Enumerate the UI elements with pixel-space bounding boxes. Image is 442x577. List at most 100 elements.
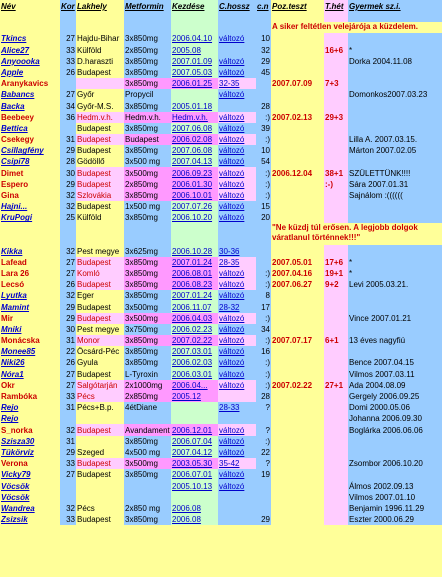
cell-n-v[interactable]: Rejo (0, 402, 60, 414)
cell-kor: 33 (60, 55, 76, 67)
cell-n-v[interactable] (0, 22, 60, 34)
cell-metformin: 3x850mg (124, 66, 171, 78)
cell-n-v[interactable]: Babancs (0, 89, 60, 101)
column-header[interactable]: T.hét (324, 0, 348, 22)
cell-t-h-t (324, 301, 348, 313)
cell-t-h-t (324, 368, 348, 380)
cell-n-v[interactable]: Monácska (0, 334, 60, 347)
cell-metformin: 3x500mg (124, 312, 171, 324)
cell-n-v[interactable]: Rejo (0, 413, 60, 425)
cell-metformin: 3x850mg (124, 189, 171, 201)
cell-n-v[interactable]: Vöcsök (0, 480, 60, 492)
cell-c-hossz (218, 513, 256, 526)
cell-c-hossz: változó (218, 145, 256, 157)
cell-n-v[interactable]: Beebeey (0, 111, 60, 123)
cell-n-v[interactable]: Tükörvíz (0, 446, 60, 458)
cell-poz-teszt (271, 491, 324, 503)
cell-n-v[interactable]: Vicky79 (0, 469, 60, 481)
cell-n-v[interactable]: S_norka (0, 424, 60, 436)
cell-poz-teszt (271, 178, 324, 190)
cell-n-v[interactable]: Wandrea (0, 502, 60, 514)
column-header[interactable]: C.hossz (218, 0, 256, 22)
cell-kor (60, 480, 76, 492)
cell-poz-teszt: 2007.04.16 (271, 267, 324, 279)
table-row: Gina 32 Szlovákia 3x850mg 2006.10.01 változó:… (0, 189, 442, 201)
column-header[interactable]: Kor (60, 0, 76, 22)
cell-n-v[interactable]: Verona (0, 457, 60, 470)
column-header[interactable]: Poz.teszt (271, 0, 324, 22)
cell-kor (60, 22, 76, 34)
cell-n-v[interactable]: Mniki (0, 323, 60, 335)
cell-n-v[interactable]: Vöcsök (0, 491, 60, 503)
cell-n-v[interactable]: Bettica (0, 122, 60, 134)
cell-c-n: 54 (256, 156, 271, 168)
cell-t-h-t: 29+3 (324, 111, 348, 123)
cell-n-v[interactable]: Lara 26 (0, 267, 60, 279)
cell-t-h-t (324, 290, 348, 302)
cell-poz-teszt (271, 44, 324, 56)
cell-c-n: :) (256, 334, 271, 347)
cell-c-n: :) (256, 435, 271, 447)
cell-poz-teszt: 2007.07.09 (271, 77, 324, 90)
cell-n-v[interactable]: Backa (0, 100, 60, 112)
cell-n-v[interactable]: Zsizsik (0, 513, 60, 526)
cell-n-v[interactable]: Hajni... (0, 201, 60, 213)
cell-n-v[interactable]: Kikka (0, 245, 60, 257)
cell-n-v[interactable]: Csipi78 (0, 156, 60, 168)
cell-lakhely: Pécs (76, 390, 124, 402)
cell-gyermek-sz-i-: * (348, 267, 442, 279)
cell-n-v[interactable]: Anyoooka (0, 55, 60, 67)
cell-n-v[interactable]: Mir (0, 312, 60, 324)
cell-n-v[interactable]: Gina (0, 189, 60, 201)
cell-n-v[interactable]: Szisza30 (0, 435, 60, 447)
cell-n-v[interactable]: Alice27 (0, 44, 60, 56)
cell-poz-teszt (271, 89, 324, 101)
cell-c-hossz: változó (218, 379, 256, 391)
column-header[interactable]: Kezdése (171, 0, 218, 22)
cell-n-v[interactable]: Apple (0, 66, 60, 78)
cell-n-v[interactable]: Lafead (0, 256, 60, 268)
cell-n-v[interactable]: Tkincs (0, 33, 60, 45)
cell-kor: 27 (60, 89, 76, 101)
empty-cell (218, 223, 256, 246)
cell-n-v[interactable]: Csekegy (0, 133, 60, 146)
cell-n-v[interactable]: Okr (0, 379, 60, 391)
cell-c-hossz: változó (218, 133, 256, 146)
cell-lakhely (76, 491, 124, 503)
cell-kezd-se: 2007.03.01 (171, 346, 218, 358)
cell-n-v[interactable]: Aranykavics (0, 77, 60, 90)
cell-c-n: :) (256, 368, 271, 380)
cell-n-v[interactable]: Espero (0, 178, 60, 190)
cell-c-n: 29 (256, 513, 271, 526)
cell-kor: 31 (60, 133, 76, 146)
empty-cell (171, 223, 218, 246)
cell-n-v[interactable]: Monee85 (0, 346, 60, 358)
table-row: Backa 34 Győr-M.S. 3x850mg 2005.01.18 28 (0, 100, 442, 112)
cell-kor: 33 (60, 513, 76, 526)
cell-t-h-t (324, 89, 348, 101)
column-header[interactable]: Metformin (124, 0, 171, 22)
cell-kor: 30 (60, 167, 76, 179)
table-row: Dimet 30 Budapest 3x500mg 2006.09.23 változó:… (0, 167, 442, 179)
cell-n-v[interactable]: Rambóka (0, 390, 60, 402)
cell-n-v[interactable]: Lyutka (0, 290, 60, 302)
cell-c-hossz: változó (218, 156, 256, 168)
column-header[interactable]: Név (0, 0, 60, 22)
cell-n-v[interactable]: Mamint (0, 301, 60, 313)
cell-gyermek-sz-i-: Vince 2007.01.21 (348, 312, 442, 324)
cell-n-v[interactable]: Niki26 (0, 357, 60, 369)
cell-n-v[interactable]: KruPogi (0, 212, 60, 224)
cell-c-hossz: 35-42 (218, 457, 256, 470)
cell-n-v[interactable]: Dimet (0, 167, 60, 179)
cell-gyermek-sz-i- (348, 245, 442, 257)
cell-n-v[interactable]: Csillagfény (0, 145, 60, 157)
cell-lakhely: Budapest (76, 368, 124, 380)
column-header[interactable]: c.n (256, 0, 271, 22)
cell-gyermek-sz-i-: Márton 2007.02.05 (348, 145, 442, 157)
column-header[interactable]: Lakhely (76, 0, 124, 22)
cell-c-n: :) (256, 278, 271, 291)
column-header[interactable]: Gyermek sz.i. (348, 0, 442, 22)
cell-n-v[interactable]: Lecsó (0, 278, 60, 291)
cell-t-h-t (324, 189, 348, 201)
cell-n-v[interactable]: Nóra1 (0, 368, 60, 380)
